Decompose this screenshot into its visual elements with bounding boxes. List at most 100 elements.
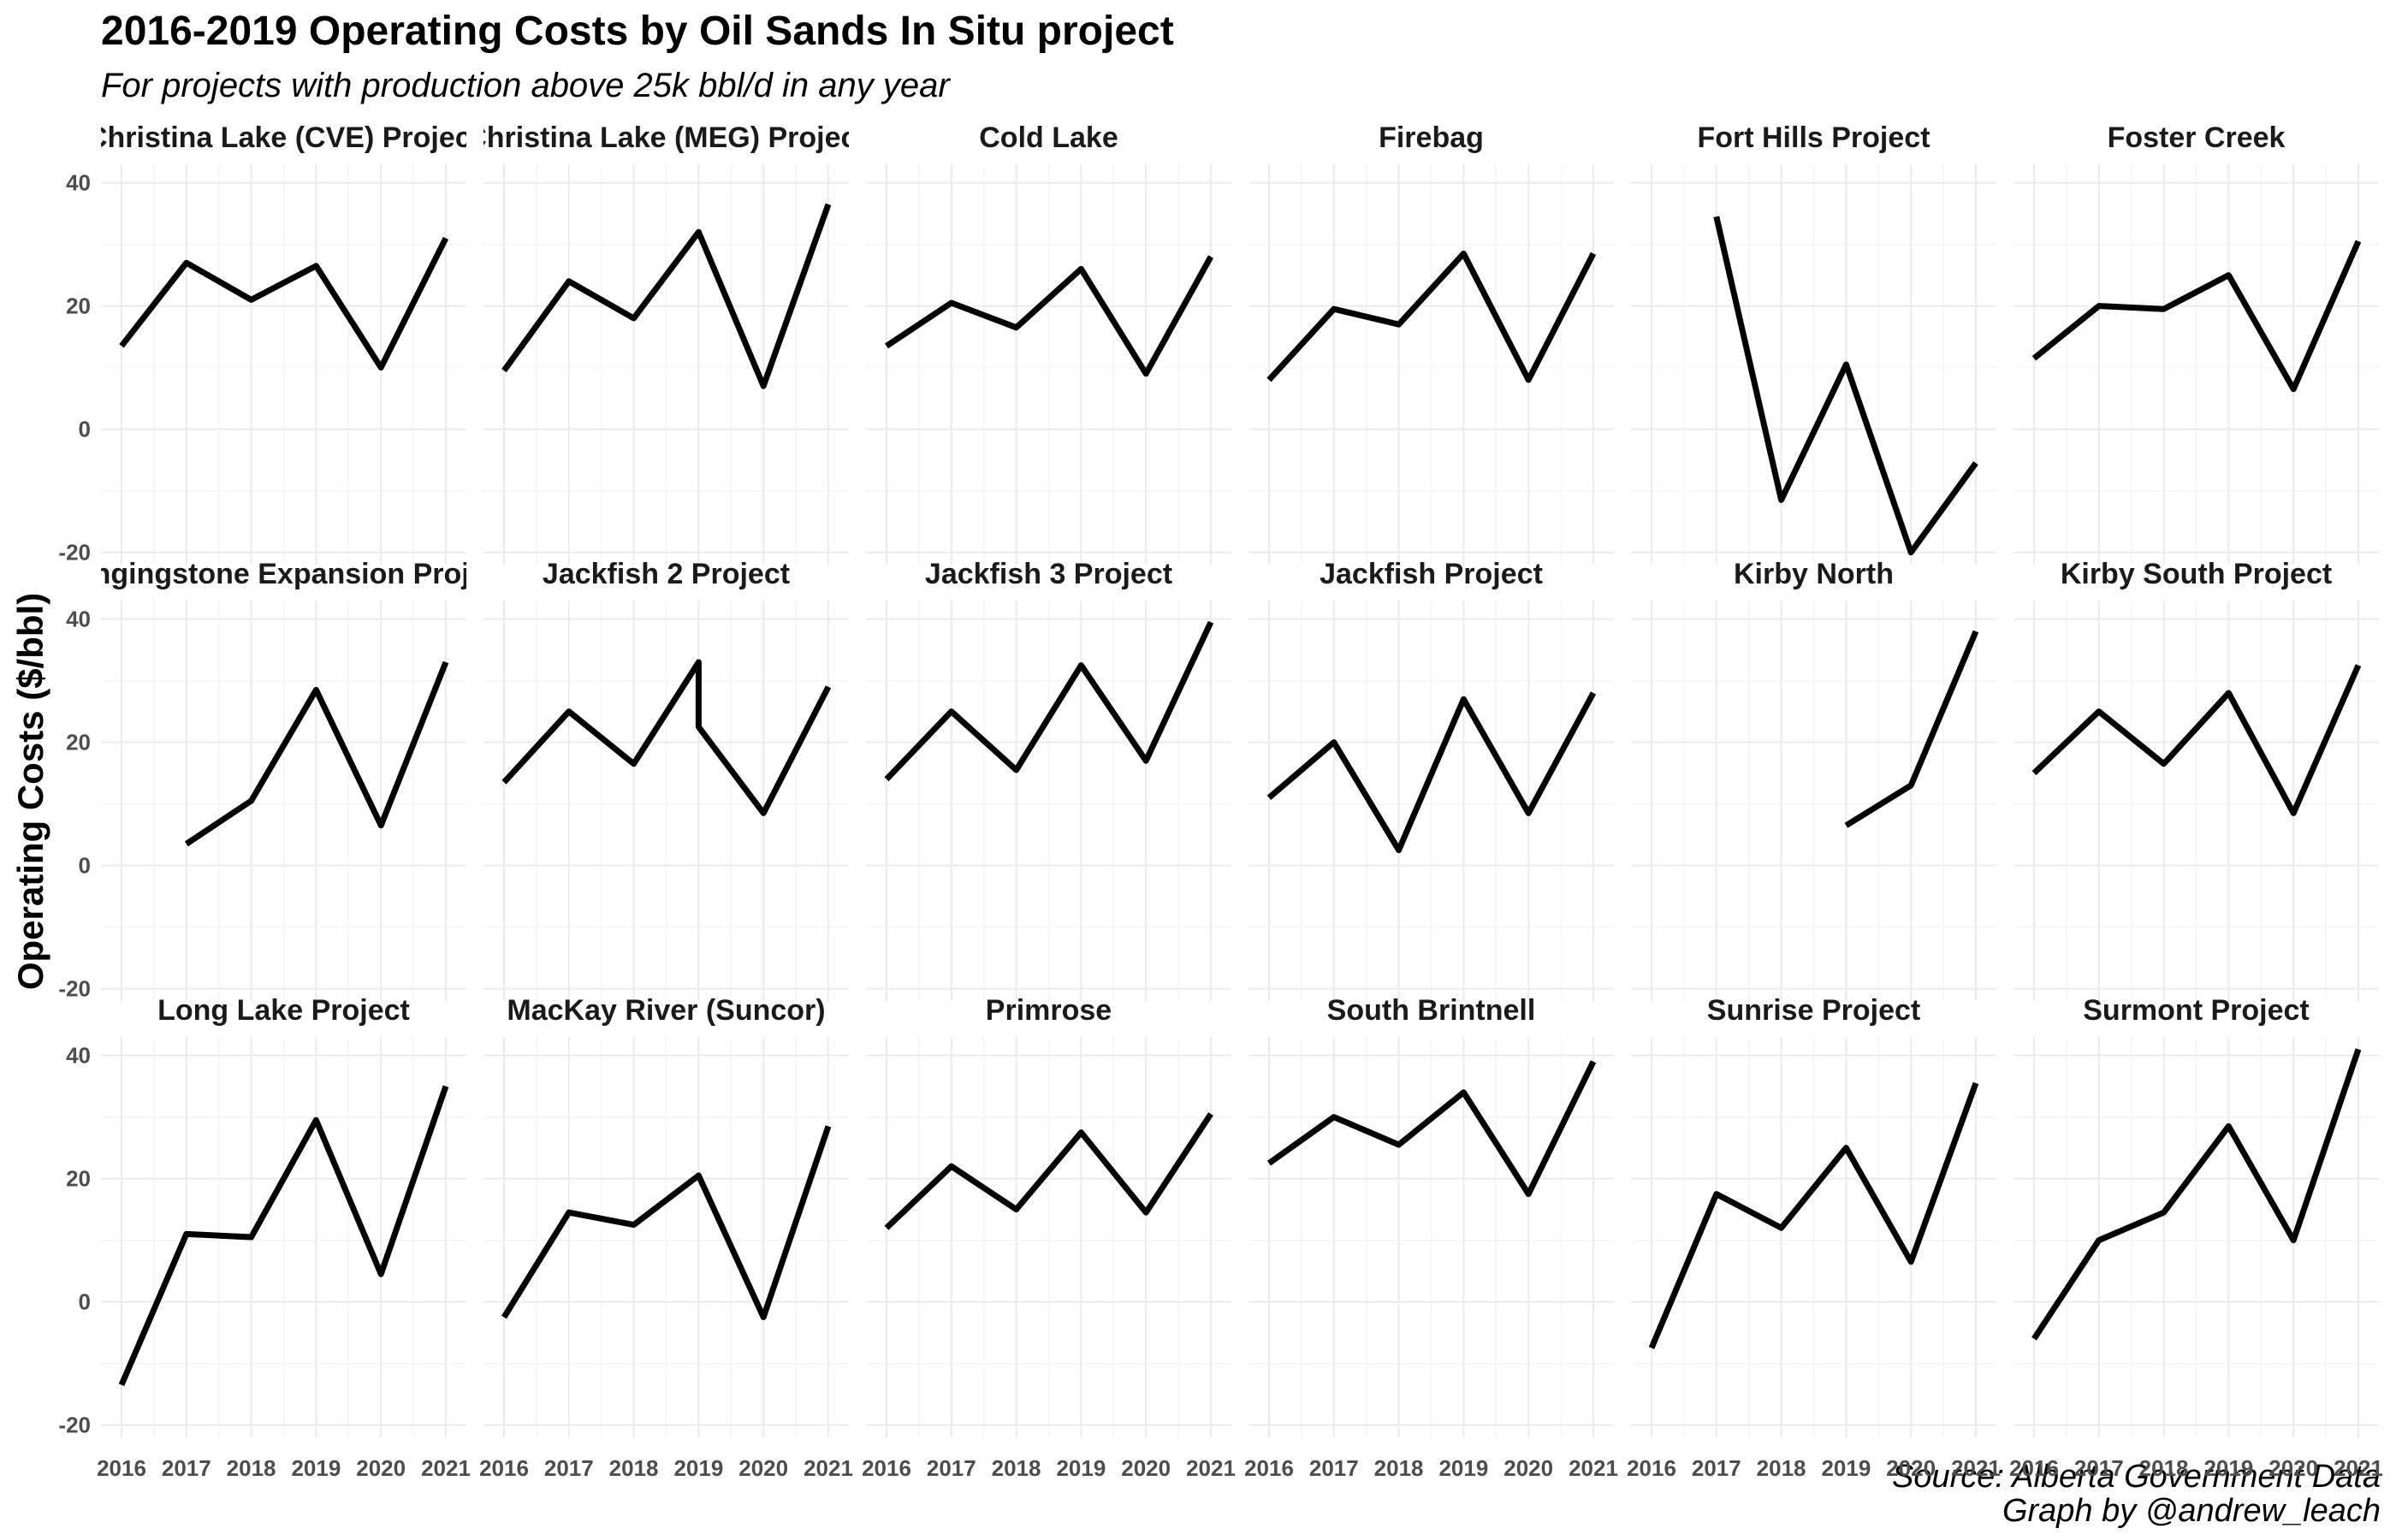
x-tick-label: 2016 (2009, 1455, 2059, 1481)
x-tick-label: 2016 (1244, 1455, 1294, 1481)
x-tick-label: 2019 (2203, 1455, 2253, 1481)
series-line (1266, 250, 1597, 383)
y-tick-label: 20 (66, 293, 91, 319)
series-line (501, 1125, 832, 1321)
x-tick-label: 2021 (1569, 1455, 1618, 1481)
x-tick-label: 2016 (479, 1455, 529, 1481)
panel-title: Jackfish 2 Project (543, 558, 790, 590)
panel-long-lake-project: Long Lake Project -20 0 20 40 2016 2017 2018 201… (58, 994, 471, 1481)
panel-title: Christina Lake (CVE) Project (86, 121, 481, 154)
x-tick-label: 2021 (2334, 1455, 2383, 1481)
x-tick-label: 2020 (1886, 1455, 1936, 1481)
series-line (1266, 1060, 1597, 1198)
x-tick-label: 2020 (2268, 1455, 2318, 1481)
series-line (1844, 630, 1979, 828)
x-tick-label: 2018 (609, 1455, 659, 1481)
panel-fort-hills-project: Fort Hills Project (1631, 121, 1996, 565)
series-line (184, 660, 449, 847)
series-line (2031, 664, 2362, 816)
series-line (118, 1085, 449, 1387)
facet-panels: Christina Lake (CVE) Project-2002040Chri… (56, 121, 2383, 1481)
series-line (884, 1112, 1213, 1230)
series-line (1266, 691, 1597, 854)
y-tick-label: -20 (58, 540, 91, 566)
series-line (501, 659, 832, 816)
y-tick-label: 20 (66, 1166, 91, 1192)
panel-jackfish-3-project: Jackfish 3 Project (866, 558, 1231, 1001)
series-line (119, 236, 449, 371)
panel-title: Surmont Project (2083, 994, 2309, 1027)
panel-south-brintnell: South Brintnell 2016 2017 2018 2019 2020 2021 (1244, 994, 1618, 1481)
x-tick-label: 2018 (227, 1455, 276, 1481)
series-line (1713, 216, 1978, 556)
x-tick-label: 2018 (992, 1455, 1041, 1481)
x-tick-label: 2020 (738, 1455, 788, 1481)
x-tick-label: 2018 (2139, 1455, 2189, 1481)
x-tick-label: 2020 (1121, 1455, 1171, 1481)
panel-title: Sunrise Project (1707, 994, 1920, 1027)
panel-jackfish-2-project: Jackfish 2 Project (483, 558, 849, 1001)
panel-title: Foster Creek (2108, 121, 2286, 154)
x-tick-label: 2020 (356, 1455, 406, 1481)
panel-christina-lake-meg-project: Christina Lake (MEG) Project (466, 121, 867, 565)
y-tick-label: 40 (66, 607, 91, 632)
x-tick-label: 2018 (1757, 1455, 1806, 1481)
y-axis-label: Operating Costs ($/bbl) (10, 593, 50, 990)
panel-sunrise-project: Sunrise Project 2016 2017 2018 2019 2020 2021 (1627, 994, 2001, 1481)
series-line (885, 255, 1214, 377)
series-line (2031, 1048, 2362, 1341)
panel-jackfish-project: Jackfish Project (1248, 558, 1614, 1001)
panel-primrose: Primrose 2016 2017 2018 2019 2020 2021 (862, 994, 1236, 1481)
panel-title: MacKay River (Suncor) (507, 994, 825, 1027)
y-tick-label: 0 (79, 417, 91, 442)
x-tick-label: 2016 (1627, 1455, 1676, 1481)
panel-title: South Brintnell (1327, 994, 1536, 1027)
panel-title: Hangingstone Expansion Project (56, 558, 512, 590)
y-tick-label: 20 (66, 730, 91, 755)
panel-title: Kirby South Project (2061, 558, 2332, 590)
x-tick-label: 2019 (673, 1455, 723, 1481)
caption-source: Source: Alberta Government Data (1892, 1459, 2381, 1495)
y-tick-label: 0 (79, 853, 91, 879)
panel-christina-lake-cve-project: Christina Lake (CVE) Project -20 0 20 40 (58, 121, 481, 566)
x-tick-label: 2017 (927, 1455, 976, 1481)
panel-firebag: Firebag (1248, 121, 1614, 565)
panel-title: Long Lake Project (157, 994, 410, 1027)
panel-title: Cold Lake (979, 121, 1118, 154)
panel-cold-lake: Cold Lake (866, 121, 1231, 565)
y-tick-label: 40 (66, 170, 91, 196)
panel-title: Jackfish 3 Project (925, 558, 1172, 590)
panel-title: Christina Lake (MEG) Project (466, 121, 867, 154)
panel-title: Firebag (1379, 121, 1484, 154)
panel-hangingstone-expansion-project: Hangingstone Expansion Project -20 0 20 40 (56, 558, 512, 1002)
series-line (2031, 240, 2362, 393)
chart-subtitle: For projects with production above 25k b… (101, 67, 951, 104)
x-tick-label: 2017 (1309, 1455, 1359, 1481)
y-tick-label: -20 (58, 1413, 91, 1438)
x-tick-label: 2017 (544, 1455, 594, 1481)
x-tick-label: 2018 (1374, 1455, 1424, 1481)
x-tick-label: 2019 (1438, 1455, 1488, 1481)
chart-title: 2016-2019 Operating Costs by Oil Sands I… (101, 9, 1174, 54)
panel-mackay-river-suncor: MacKay River (Suncor) 2016 2017 2018 2019 202… (479, 994, 853, 1481)
x-tick-label: 2016 (97, 1455, 146, 1481)
panel-surmont-project: Surmont Project 2016 2017 2018 2019 2020 2021 (2009, 994, 2383, 1481)
x-tick-label: 2017 (2074, 1455, 2124, 1481)
series-line (884, 620, 1214, 782)
x-tick-label: 2021 (1951, 1455, 2001, 1481)
panel-kirby-south-project: Kirby South Project (2013, 558, 2379, 1001)
panel-title: Primrose (986, 994, 1112, 1027)
panel-title: Fort Hills Project (1697, 121, 1930, 154)
caption-credit: Graph by @andrew_leach (2002, 1493, 2381, 1529)
x-tick-label: 2017 (1692, 1455, 1741, 1481)
panel-kirby-north: Kirby North (1631, 558, 1996, 1001)
y-tick-label: -20 (58, 976, 91, 1002)
x-tick-label: 2020 (1503, 1455, 1553, 1481)
y-tick-label: 0 (79, 1289, 91, 1315)
x-tick-label: 2021 (804, 1455, 853, 1481)
x-tick-label: 2021 (1186, 1455, 1236, 1481)
x-tick-label: 2021 (421, 1455, 471, 1481)
x-tick-label: 2016 (862, 1455, 911, 1481)
panel-foster-creek: Foster Creek (2013, 121, 2379, 565)
